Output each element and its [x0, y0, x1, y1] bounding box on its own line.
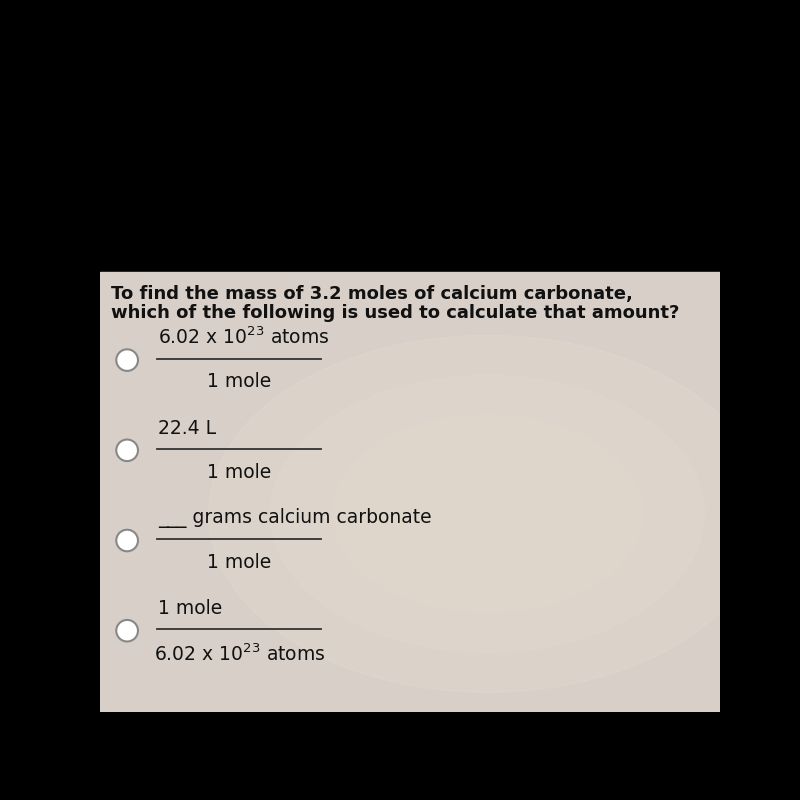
Ellipse shape [333, 414, 642, 613]
Text: which of the following is used to calculate that amount?: which of the following is used to calcul… [111, 304, 679, 322]
Text: 6.02 x 10$^{23}$ atoms: 6.02 x 10$^{23}$ atoms [158, 326, 330, 348]
Text: To find the mass of 3.2 moles of calcium carbonate,: To find the mass of 3.2 moles of calcium… [111, 286, 633, 303]
Ellipse shape [209, 335, 766, 692]
Text: 1 mole: 1 mole [207, 373, 272, 391]
Circle shape [116, 620, 138, 642]
Circle shape [116, 530, 138, 551]
Text: 1 mole: 1 mole [158, 599, 222, 618]
Text: 6.02 x 10$^{23}$ atoms: 6.02 x 10$^{23}$ atoms [154, 643, 326, 665]
Text: 1 mole: 1 mole [207, 462, 272, 482]
Text: ___ grams calcium carbonate: ___ grams calcium carbonate [158, 508, 432, 528]
Circle shape [116, 350, 138, 371]
Text: 1 mole: 1 mole [207, 553, 272, 572]
Bar [100, 271, 720, 712]
Text: 22.4 L: 22.4 L [158, 419, 216, 438]
Circle shape [116, 439, 138, 461]
Ellipse shape [270, 375, 705, 653]
